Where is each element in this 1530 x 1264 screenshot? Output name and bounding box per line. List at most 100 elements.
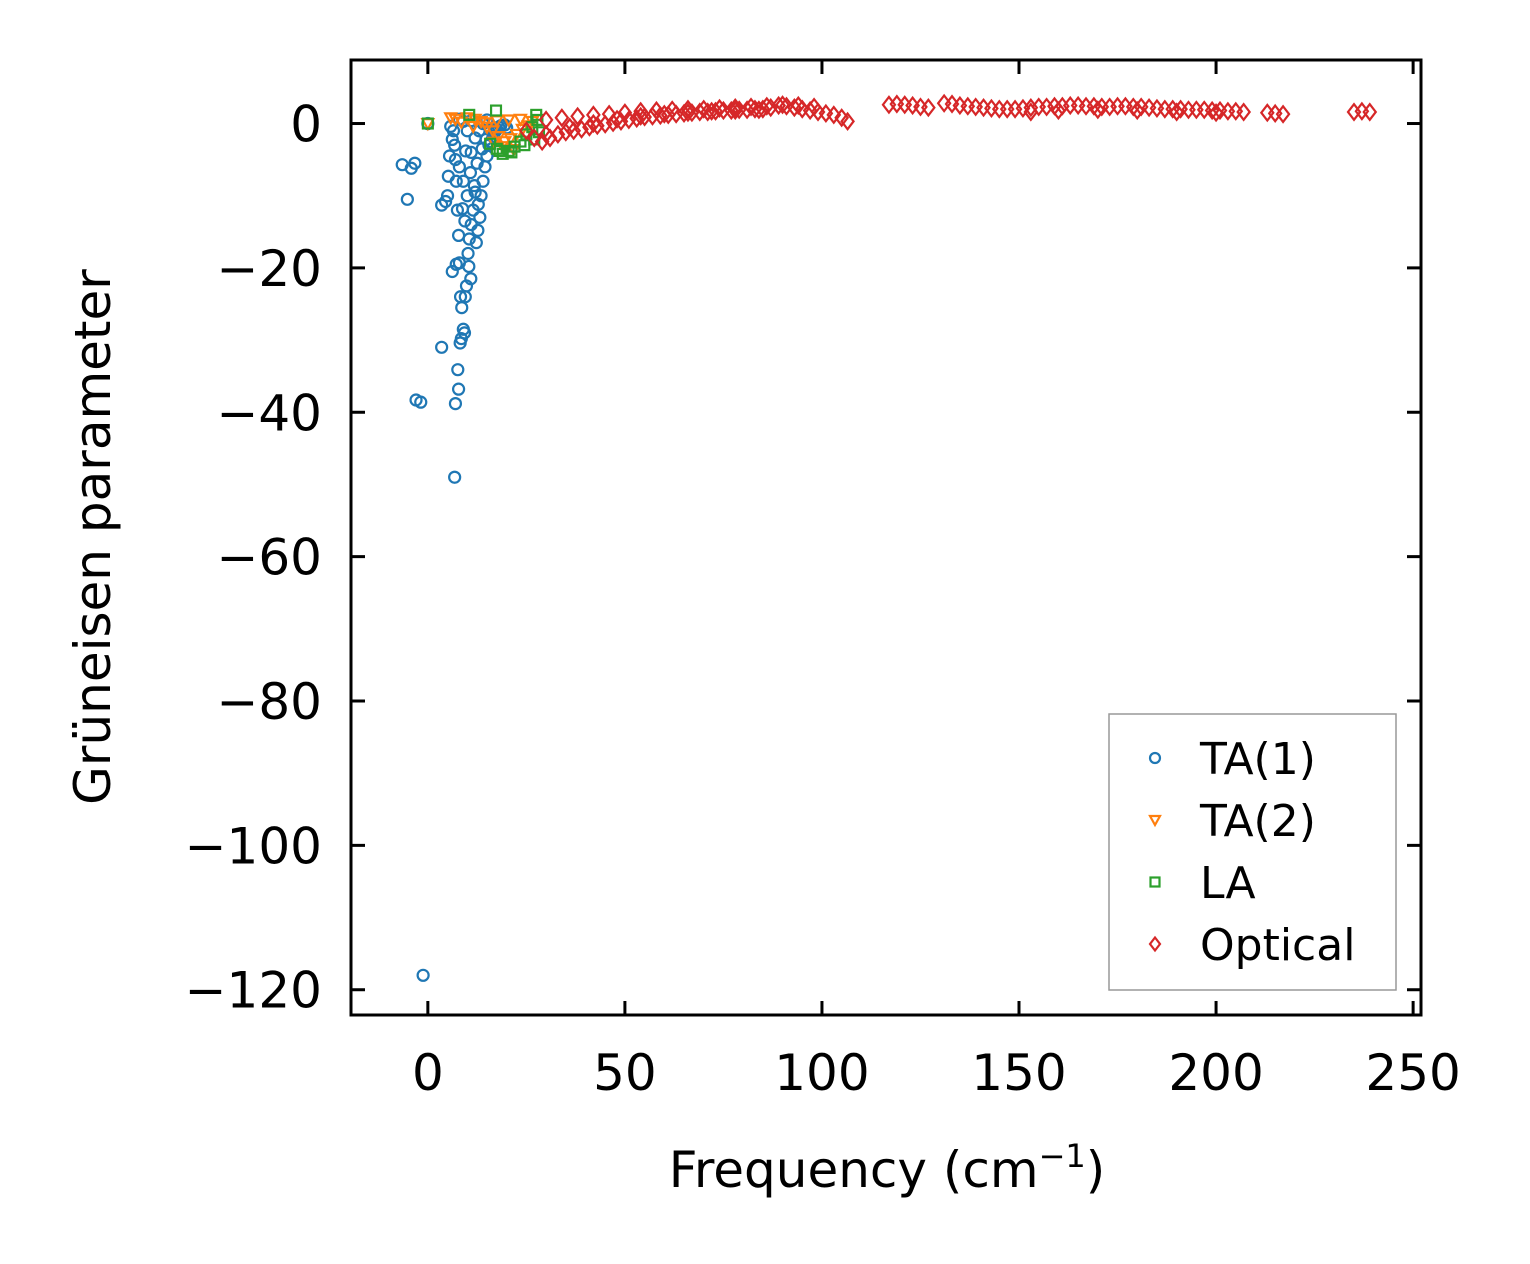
data-point [464,145,478,159]
data-point [459,144,473,158]
y-tick-label: −60 [216,529,322,587]
data-point [493,144,506,158]
data-point [656,104,672,124]
x-tick-labels: 0 50 100 150 200 250 [412,1044,1461,1102]
data-point [484,137,497,150]
data-point [680,103,696,123]
data-point [727,98,743,118]
data-point [633,106,649,126]
data-point [840,111,855,131]
data-point [1090,100,1106,120]
data-point [467,179,481,193]
data-point [999,99,1015,119]
data-point [462,232,476,246]
data-point [408,156,422,170]
data-point [680,99,696,119]
data-point [570,106,585,126]
data-point [1188,100,1204,120]
data-point [826,105,842,125]
data-point [526,128,542,148]
data-point [455,300,469,315]
data-point [743,97,759,117]
data-point [471,197,485,211]
data-point [416,968,430,982]
series-la [421,104,546,160]
data-point [562,117,578,137]
data-point [449,174,463,188]
data-point [414,395,428,409]
x-tick-label: 0 [412,1044,444,1102]
data-point [751,100,767,120]
data-point [458,214,472,228]
data-point [458,290,472,304]
data-point [704,101,719,121]
data-point [1362,102,1378,122]
data-point [554,108,570,128]
legend-label: Optical [1200,920,1355,971]
data-point [400,192,414,206]
legend-label: LA [1200,858,1256,909]
x-tick-label: 50 [593,1044,657,1102]
data-point [440,189,455,203]
data-point [455,202,470,216]
data-point [452,160,466,174]
legend-marker [1148,935,1162,953]
data-point [609,109,625,129]
data-point [461,246,475,261]
data-point [585,105,601,125]
data-point [649,100,664,121]
x-tick-label: 200 [1168,1044,1263,1102]
data-point [513,113,528,127]
data-point [463,108,476,121]
data-point [585,113,601,134]
data-point [465,120,481,135]
data-point [1129,100,1145,121]
data-point [456,174,470,188]
data-point [451,363,465,377]
data-point [448,470,462,484]
data-point [474,189,488,203]
data-point [509,128,524,143]
data-point [445,264,459,279]
data-point [463,166,478,180]
data-point [727,100,743,121]
data-point [696,99,712,119]
data-point [435,198,449,212]
data-point [501,114,517,128]
x-axis-label: Frequency (cm−1) [669,1137,1106,1199]
data-point [712,98,727,118]
legend: TA(1) TA(2) LA Optical [1108,713,1397,991]
data-point [538,124,554,144]
data-point [489,104,503,117]
data-point [477,117,493,131]
x-tick-label: 250 [1365,1044,1460,1102]
data-point [451,228,466,243]
data-point [1023,102,1039,122]
data-point [470,156,484,170]
data-point [1169,102,1185,122]
data-point [471,223,485,237]
data-point [550,124,566,144]
data-point [1051,100,1066,121]
data-point [443,112,459,126]
data-point [448,138,462,152]
data-point [453,116,469,130]
data-points [395,93,1378,982]
data-point [438,194,453,209]
y-tick-label: −80 [216,673,322,731]
data-point [451,382,466,396]
data-point [1236,102,1252,122]
y-tick-labels: 0 −20 −40 −60 −80 −100 −120 [185,96,322,1020]
data-point [664,100,680,120]
data-point [1208,103,1224,123]
data-point [421,117,434,130]
y-axis-label: Grüneisen parameter [64,269,122,805]
data-point [633,101,649,121]
data-point [435,340,449,354]
legend-label: TA(2) [1199,796,1316,847]
data-point [920,98,936,118]
data-point [448,153,463,167]
y-tick-label: 0 [290,96,322,154]
y-tick-label: −40 [216,384,322,442]
